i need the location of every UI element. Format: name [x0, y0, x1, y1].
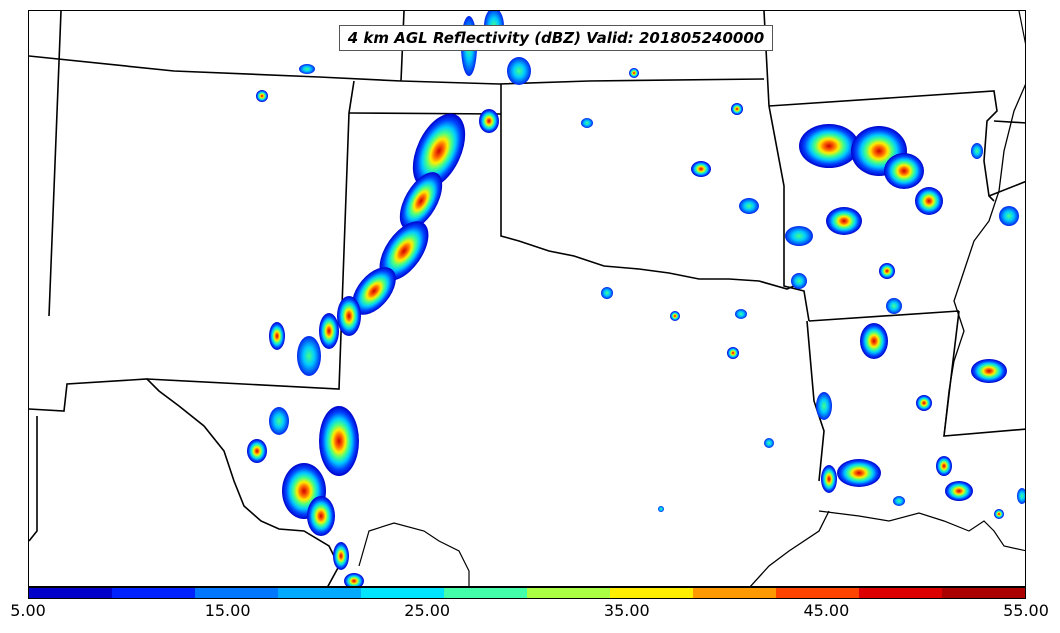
colorbar-segment [942, 588, 1025, 598]
map-frame: 4 km AGL Reflectivity (dBZ) Valid: 20180… [28, 10, 1026, 587]
reflectivity-map [29, 11, 1025, 586]
map-title: 4 km AGL Reflectivity (dBZ) Valid: 20180… [339, 25, 773, 51]
colorbar-segment [278, 588, 361, 598]
colorbar-tick-label: 25.00 [404, 601, 451, 620]
colorbar-tick-label: 35.00 [603, 601, 650, 620]
colorbar-segment [859, 588, 942, 598]
colorbar-segment [444, 588, 527, 598]
colorbar-tick-label: 55.00 [1003, 601, 1049, 620]
colorbar-segment [29, 588, 112, 598]
state-boundaries [29, 11, 1025, 586]
colorbar-segment [112, 588, 195, 598]
colorbar-segment [610, 588, 693, 598]
colorbar-segment [693, 588, 776, 598]
colorbar-segment [527, 588, 610, 598]
colorbar-segment [776, 588, 859, 598]
colorbar-segment [195, 588, 278, 598]
colorbar-segment [361, 588, 444, 598]
colorbar-tick-label: 5.00 [10, 601, 46, 620]
colorbar-tick-label: 15.00 [204, 601, 251, 620]
colorbar [28, 587, 1026, 599]
colorbar-tick-label: 45.00 [803, 601, 850, 620]
